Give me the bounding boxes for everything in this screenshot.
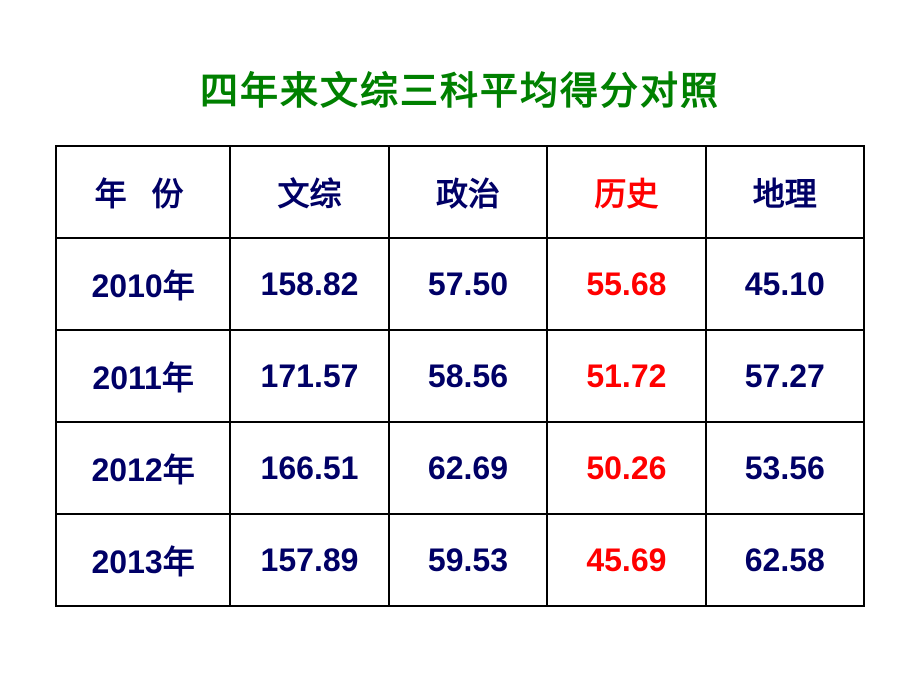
- table-row: 2010年 158.82 57.50 55.68 45.10: [56, 238, 864, 330]
- col-header-dili: 地理: [706, 146, 864, 238]
- cell-wenzong: 171.57: [230, 330, 389, 422]
- col-header-lishi: 历史: [547, 146, 705, 238]
- col-header-zhengzhi: 政治: [389, 146, 547, 238]
- cell-zhengzhi: 57.50: [389, 238, 547, 330]
- score-table: 年 份 文综 政治 历史 地理 2010年 158.82 57.50 55.68…: [55, 145, 865, 607]
- cell-year: 2013年: [56, 514, 230, 606]
- col-header-wenzong: 文综: [230, 146, 389, 238]
- cell-dili: 57.27: [706, 330, 864, 422]
- cell-dili: 53.56: [706, 422, 864, 514]
- cell-lishi: 55.68: [547, 238, 705, 330]
- cell-dili: 62.58: [706, 514, 864, 606]
- cell-wenzong: 158.82: [230, 238, 389, 330]
- cell-zhengzhi: 59.53: [389, 514, 547, 606]
- cell-wenzong: 166.51: [230, 422, 389, 514]
- col-header-year: 年 份: [56, 146, 230, 238]
- cell-year: 2012年: [56, 422, 230, 514]
- table-row: 2013年 157.89 59.53 45.69 62.58: [56, 514, 864, 606]
- cell-zhengzhi: 62.69: [389, 422, 547, 514]
- cell-zhengzhi: 58.56: [389, 330, 547, 422]
- cell-year: 2011年: [56, 330, 230, 422]
- table-row: 2012年 166.51 62.69 50.26 53.56: [56, 422, 864, 514]
- page-title: 四年来文综三科平均得分对照: [200, 60, 720, 115]
- cell-wenzong: 157.89: [230, 514, 389, 606]
- cell-dili: 45.10: [706, 238, 864, 330]
- cell-lishi: 50.26: [547, 422, 705, 514]
- table-header-row: 年 份 文综 政治 历史 地理: [56, 146, 864, 238]
- cell-lishi: 51.72: [547, 330, 705, 422]
- table-row: 2011年 171.57 58.56 51.72 57.27: [56, 330, 864, 422]
- cell-year: 2010年: [56, 238, 230, 330]
- cell-lishi: 45.69: [547, 514, 705, 606]
